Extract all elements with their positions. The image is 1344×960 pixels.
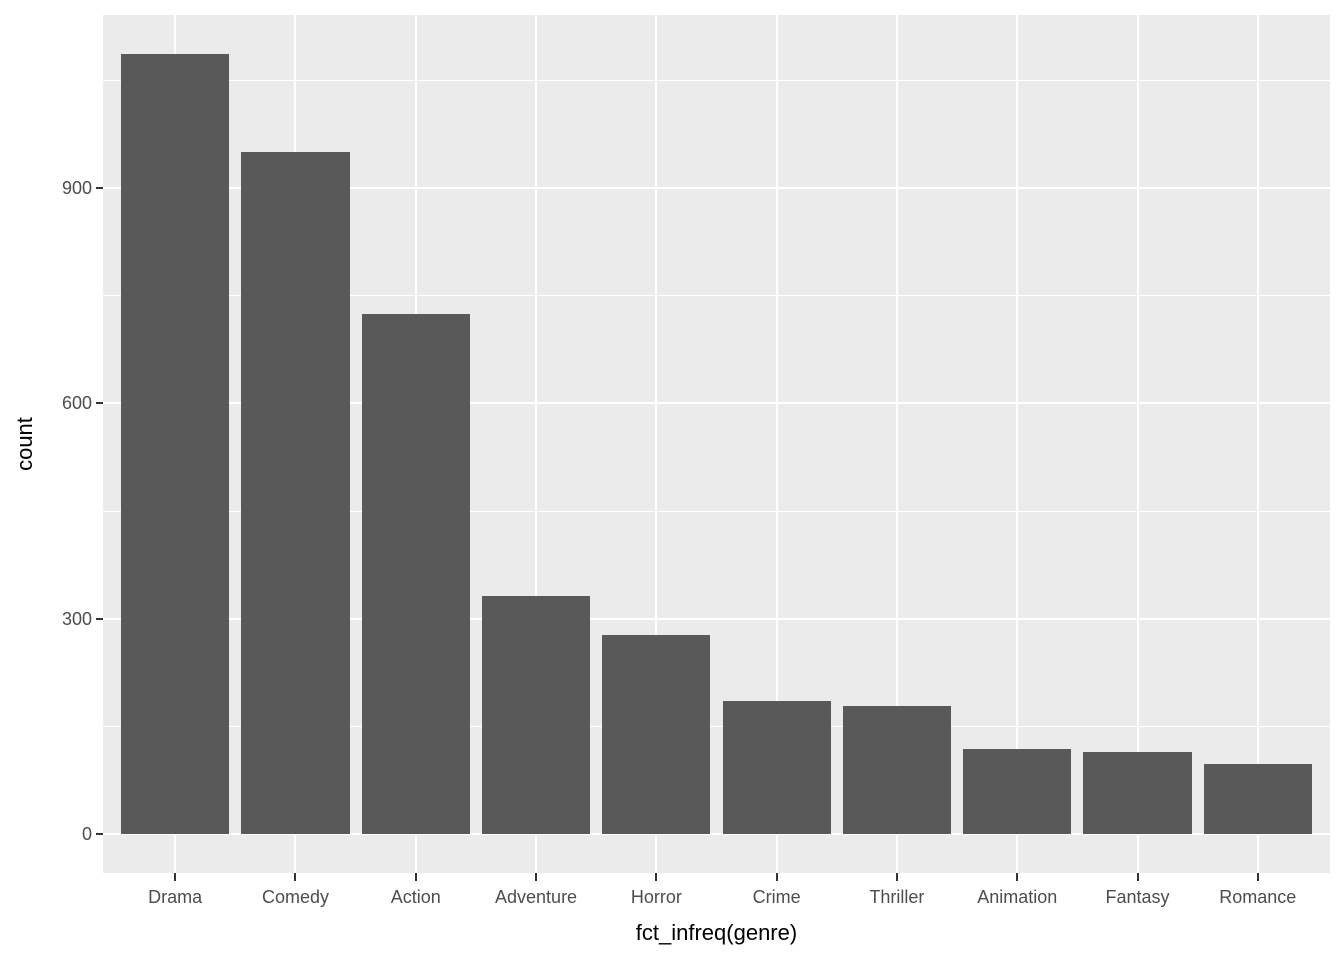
category-gridline-crime (775, 15, 778, 873)
x-tick-label-adventure: Adventure (495, 887, 578, 907)
y-tick-label-600: 600 (61, 393, 92, 414)
x-tick-label-romance: Romance (1219, 887, 1297, 907)
x-tick-mark-action (414, 873, 417, 881)
major-gridline-300 (103, 617, 1330, 620)
category-gridline-horror (655, 15, 658, 873)
y-tick-mark-0 (96, 833, 103, 835)
bar-adventure (481, 596, 591, 834)
y-tick-label-900: 900 (61, 178, 92, 199)
x-tick-label-thriller: Thriller (869, 887, 925, 907)
y-tick-label-0: 0 (81, 824, 92, 844)
bar-fantasy (1083, 752, 1192, 834)
x-tick-mark-crime (775, 873, 778, 881)
x-tick-label-animation: Animation (977, 887, 1058, 907)
bar-crime (722, 700, 831, 834)
x-tick-label-drama: Drama (148, 887, 203, 907)
x-tick-mark-romance (1256, 873, 1259, 881)
bar-animation (963, 749, 1072, 834)
bar-horror (602, 635, 711, 834)
y-axis-title: count (12, 417, 37, 471)
minor-gridline-150 (103, 725, 1330, 727)
x-tick-mark-animation (1016, 873, 1019, 881)
major-gridline-600 (103, 402, 1330, 405)
minor-gridline-450 (103, 510, 1330, 512)
major-gridline-900 (103, 187, 1330, 190)
x-tick-mark-horror (655, 873, 658, 881)
x-tick-mark-comedy (294, 873, 297, 881)
y-tick-mark-600 (96, 402, 103, 405)
x-tick-label-action: Action (390, 887, 441, 907)
x-tick-label-crime: Crime (752, 887, 801, 907)
x-tick-label-fantasy: Fantasy (1105, 887, 1170, 907)
y-tick-mark-300 (96, 617, 103, 620)
minor-gridline-750 (103, 295, 1330, 297)
category-gridline-animation (1016, 15, 1019, 873)
x-axis-title: fct_infreq(genre) (635, 920, 798, 945)
bar-comedy (241, 152, 350, 834)
x-tick-label-horror: Horror (630, 887, 682, 907)
bar-thriller (842, 706, 952, 834)
x-tick-mark-thriller (895, 873, 898, 881)
x-tick-label-comedy: Comedy (261, 887, 329, 907)
plot-panel (103, 15, 1330, 873)
bar-action (361, 313, 470, 834)
bar-romance (1203, 764, 1312, 834)
y-tick-label-300: 300 (61, 608, 92, 629)
x-tick-mark-drama (174, 873, 177, 881)
category-gridline-thriller (895, 15, 898, 873)
minor-gridline-1050 (103, 80, 1330, 82)
category-gridline-fantasy (1136, 15, 1139, 873)
category-gridline-romance (1256, 15, 1259, 873)
x-tick-mark-fantasy (1136, 873, 1139, 881)
y-tick-mark-900 (96, 187, 103, 190)
category-gridline-adventure (535, 15, 538, 873)
bar-drama (121, 54, 230, 834)
major-gridline-0 (103, 833, 1330, 835)
x-tick-mark-adventure (535, 873, 538, 881)
